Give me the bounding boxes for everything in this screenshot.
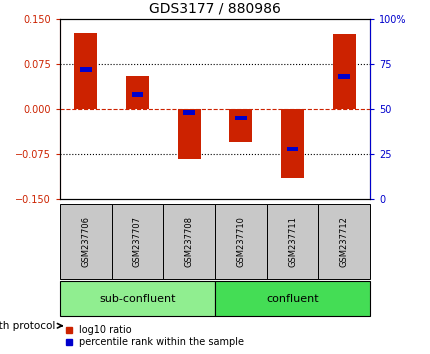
- Bar: [338, 74, 349, 79]
- Text: growth protocol: growth protocol: [0, 321, 55, 331]
- Bar: [74, 33, 97, 109]
- Text: log10 ratio: log10 ratio: [79, 325, 132, 335]
- Bar: [111, 204, 163, 279]
- Text: GSM237706: GSM237706: [81, 216, 90, 267]
- Bar: [286, 147, 298, 151]
- Bar: [332, 34, 355, 109]
- Text: confluent: confluent: [266, 293, 318, 303]
- Text: GSM237710: GSM237710: [236, 216, 245, 267]
- Bar: [215, 204, 266, 279]
- Title: GDS3177 / 880986: GDS3177 / 880986: [149, 1, 280, 15]
- Bar: [132, 92, 143, 97]
- Text: GSM237708: GSM237708: [184, 216, 193, 267]
- Text: GSM237712: GSM237712: [339, 216, 348, 267]
- Bar: [60, 281, 215, 316]
- Text: GSM237711: GSM237711: [287, 216, 296, 267]
- Bar: [126, 76, 149, 109]
- Bar: [229, 109, 252, 142]
- Bar: [235, 116, 246, 120]
- Bar: [266, 204, 318, 279]
- Bar: [60, 204, 111, 279]
- Text: GSM237707: GSM237707: [133, 216, 141, 267]
- Bar: [80, 67, 91, 72]
- Bar: [177, 109, 200, 159]
- Bar: [280, 109, 304, 178]
- Text: percentile rank within the sample: percentile rank within the sample: [79, 337, 244, 347]
- Bar: [215, 281, 369, 316]
- Text: sub-confluent: sub-confluent: [99, 293, 175, 303]
- Bar: [183, 110, 194, 115]
- Bar: [163, 204, 215, 279]
- Bar: [318, 204, 369, 279]
